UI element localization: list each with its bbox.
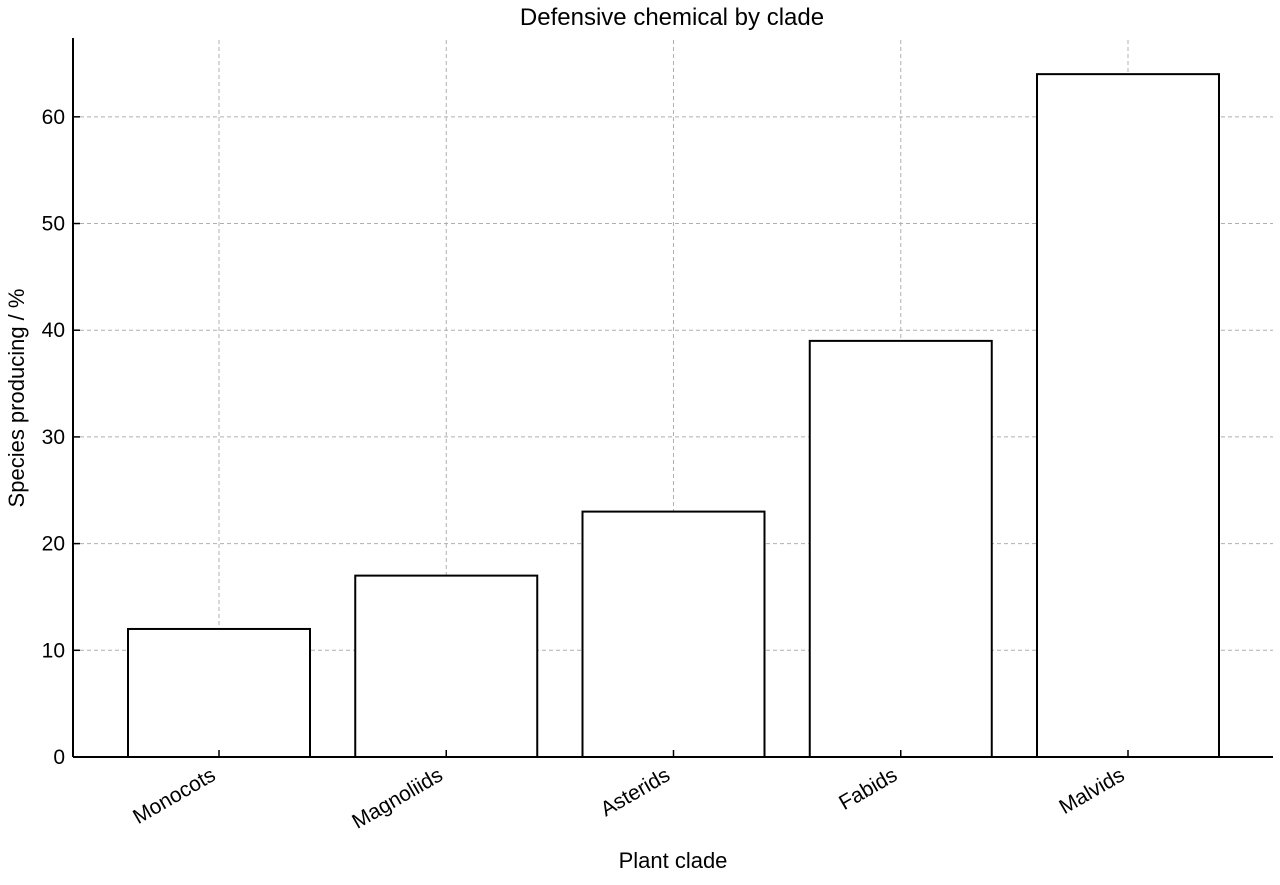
bar-fabids [808,339,993,758]
y-tick-label: 50 [42,213,65,236]
x-tick-label-fabids: Fabids [835,763,901,814]
x-tick-label-malvids: Malvids [1055,763,1128,819]
y-axis-label: Species producing / % [4,289,29,508]
y-tick-label: 60 [42,106,65,129]
y-tick-label: 20 [42,533,65,556]
bar-asterids [581,510,766,758]
y-tick-label: 0 [53,746,65,769]
x-tick-label-magnoliids: Magnoliids [348,763,446,833]
bar-malvids [1036,73,1220,758]
x-tick-label-monocots: Monocots [129,763,219,828]
bar-monocots [127,627,311,759]
y-tick-label: 10 [42,639,65,662]
y-tick-label: 30 [42,426,65,449]
y-tick-label: 40 [42,319,65,342]
chart-title: Defensive chemical by clade [520,4,824,31]
bar-layer [127,73,1220,759]
x-tick-label-asterids: Asterids [597,763,674,821]
x-axis-label: Plant clade [619,848,728,873]
bar-magnoliids [354,574,539,759]
